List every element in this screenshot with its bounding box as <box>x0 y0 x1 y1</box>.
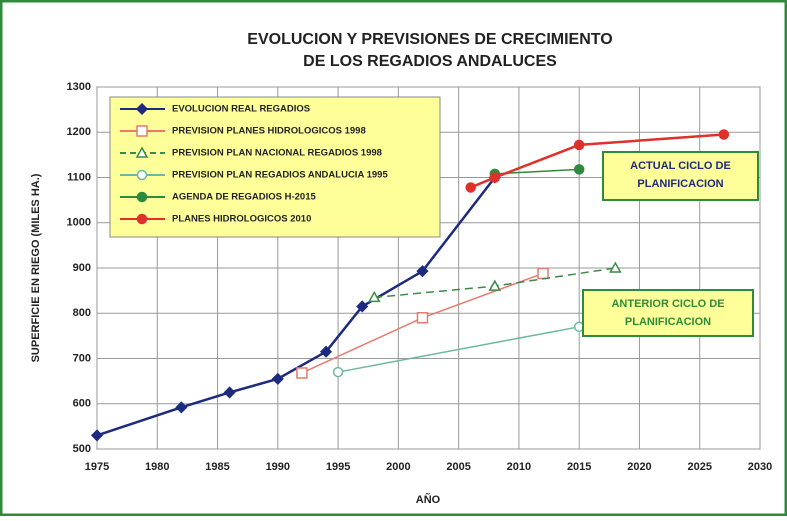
legend-marker <box>136 191 148 203</box>
series-line <box>470 133 724 189</box>
annotation-text: PLANIFICACION <box>637 178 723 190</box>
y-tick-label: 1300 <box>67 81 91 93</box>
y-tick-label: 800 <box>73 307 91 319</box>
x-tick-label: 2005 <box>446 461 470 473</box>
x-tick-label: 2020 <box>627 461 651 473</box>
x-tick-label: 1990 <box>266 461 290 473</box>
legend-label: PREVISION PLANES HIDROLOGICOS 1998 <box>172 126 366 137</box>
legend-label: PREVISION PLAN REGADIOS ANDALUCIA 1995 <box>172 170 388 181</box>
x-axis-label: AÑO <box>416 493 441 506</box>
x-tick-label: 2030 <box>748 461 772 473</box>
legend-marker <box>135 146 149 158</box>
legend-marker <box>136 213 148 225</box>
legend-label: PREVISION PLAN NACIONAL REGADIOS 1998 <box>172 148 382 159</box>
legend-marker <box>136 169 148 181</box>
data-point <box>223 386 236 399</box>
x-tick-label: 1995 <box>326 461 350 473</box>
data-point <box>609 261 622 273</box>
legend-label: EVOLUCION REAL REGADIOS <box>172 104 310 115</box>
series-line <box>337 326 580 373</box>
data-point <box>319 345 333 358</box>
annotation-text: ACTUAL CICLO DE <box>630 160 731 172</box>
y-tick-label: 700 <box>73 352 91 364</box>
annotation-box <box>602 151 759 201</box>
chart-title: EVOLUCION Y PREVISIONES DE CRECIMIENTO <box>247 31 612 48</box>
annotation-text: ANTERIOR CICLO DE <box>611 298 724 310</box>
data-point <box>296 367 308 379</box>
chart-title: DE LOS REGADIOS ANDALUCES <box>303 53 557 70</box>
x-tick-label: 2000 <box>386 461 410 473</box>
data-point <box>416 265 429 278</box>
data-point <box>367 290 381 303</box>
data-point <box>90 429 104 442</box>
data-point <box>465 182 476 193</box>
annotation-box <box>582 289 754 337</box>
data-point <box>718 129 730 140</box>
y-tick-label: 1000 <box>67 217 91 229</box>
data-point <box>416 312 429 324</box>
x-tick-label: 2025 <box>687 461 711 473</box>
series-line <box>96 176 496 437</box>
y-tick-label: 600 <box>73 398 91 410</box>
data-point <box>489 172 501 183</box>
data-point <box>573 139 585 151</box>
data-point <box>488 279 502 291</box>
data-point <box>573 164 585 175</box>
y-tick-label: 900 <box>73 262 91 274</box>
legend-marker <box>135 102 149 116</box>
data-point <box>332 366 344 378</box>
y-tick-label: 1100 <box>67 171 91 183</box>
x-tick-label: 2015 <box>567 461 591 473</box>
annotation-text: PLANIFICACION <box>625 316 711 328</box>
data-point <box>356 300 369 313</box>
data-point <box>175 401 188 414</box>
legend-marker <box>136 125 148 137</box>
y-axis-label: SUPERFICIE EN RIEGO (MILES HA.) <box>30 173 42 362</box>
x-tick-label: 1980 <box>145 461 169 473</box>
x-tick-label: 1985 <box>205 461 229 473</box>
y-tick-label: 500 <box>73 443 91 455</box>
legend-label: AGENDA DE REGADIOS H-2015 <box>172 192 316 203</box>
x-tick-label: 1975 <box>85 461 109 473</box>
legend <box>109 96 441 238</box>
y-tick-label: 1200 <box>67 126 91 138</box>
x-tick-label: 2010 <box>507 461 531 473</box>
data-point <box>537 267 549 280</box>
data-point <box>271 372 284 385</box>
legend-label: PLANES HIDROLOGICOS 2010 <box>172 214 311 225</box>
